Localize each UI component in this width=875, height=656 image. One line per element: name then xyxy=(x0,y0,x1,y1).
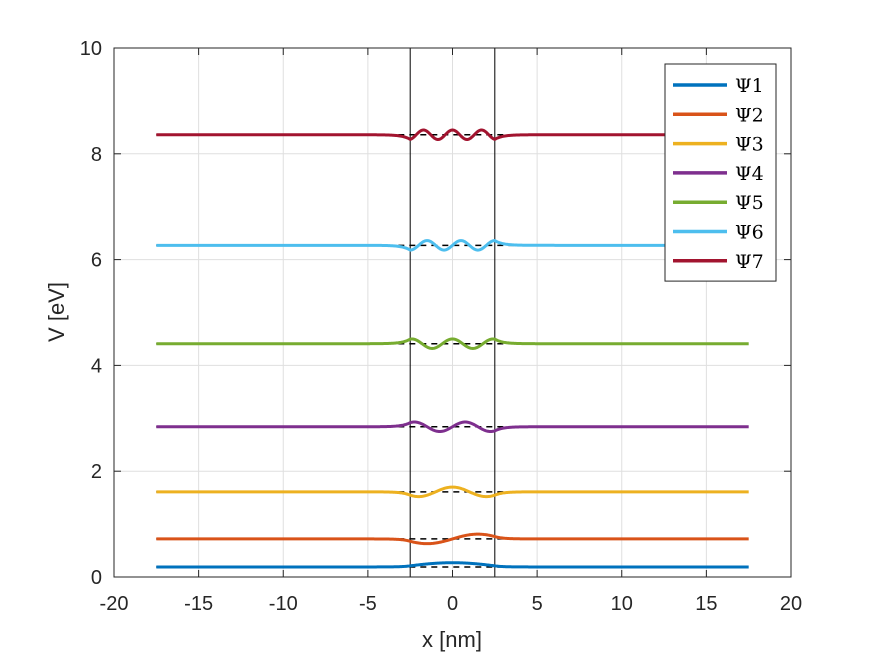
series-line-psi1 xyxy=(155,561,750,569)
ticks: -20 -15 -10 -5 0 5 10 15 20 0 2 4 6 8 10 xyxy=(80,38,802,615)
x-tick-label: 10 xyxy=(611,593,633,615)
y-tick-label: 0 xyxy=(91,567,102,589)
x-tick-label: 0 xyxy=(447,593,458,615)
y-tick-label: 6 xyxy=(91,250,102,272)
legend-label: Ψ4 xyxy=(735,163,764,185)
legend-label: Ψ2 xyxy=(735,104,764,126)
series-line-psi3 xyxy=(155,485,750,499)
x-tick-label: -10 xyxy=(269,593,298,615)
y-tick-label: 10 xyxy=(80,38,102,60)
legend-label: Ψ7 xyxy=(735,251,764,273)
x-tick-label: 20 xyxy=(780,593,802,615)
series-line-psi4 xyxy=(155,420,750,434)
y-tick-label: 4 xyxy=(91,355,102,377)
series-line-psi6 xyxy=(155,239,750,252)
x-tick-label: -15 xyxy=(184,593,213,615)
legend: Ψ1 Ψ2 Ψ3 Ψ4 Ψ5 Ψ6 Ψ7 xyxy=(664,63,777,282)
y-axis-label: V [eV] xyxy=(44,282,69,342)
series-line-psi5 xyxy=(155,337,750,350)
series-line-psi7 xyxy=(155,128,750,142)
legend-label: Ψ6 xyxy=(735,222,764,244)
y-tick-label: 8 xyxy=(91,144,102,166)
x-tick-label: -5 xyxy=(359,593,377,615)
x-tick-label: 15 xyxy=(695,593,717,615)
legend-label: Ψ3 xyxy=(735,134,764,156)
legend-label: Ψ1 xyxy=(735,75,764,97)
series-line-psi2 xyxy=(155,532,750,546)
x-tick-label: -20 xyxy=(100,593,129,615)
x-axis-label: x [nm] xyxy=(422,627,482,652)
x-tick-label: 5 xyxy=(532,593,543,615)
y-tick-label: 2 xyxy=(91,461,102,483)
legend-label: Ψ5 xyxy=(735,192,764,214)
wavefunctions xyxy=(155,128,750,569)
